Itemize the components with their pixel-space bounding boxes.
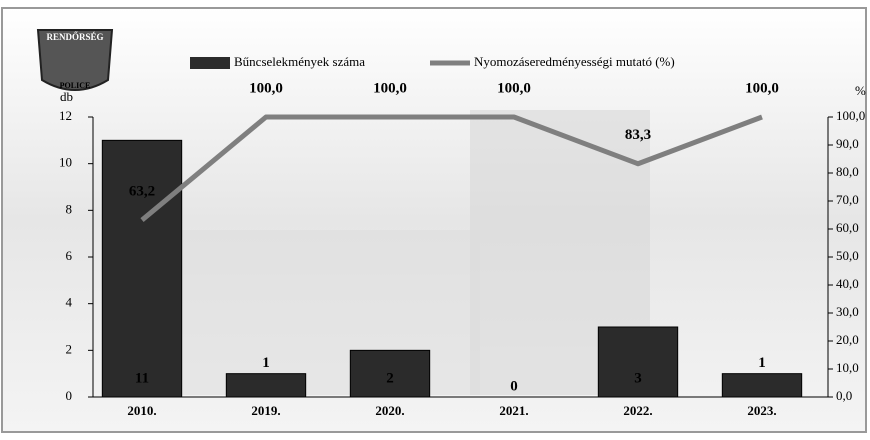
y2-tick-label: 100,0 bbox=[836, 108, 865, 123]
background-building bbox=[180, 230, 480, 395]
bar bbox=[597, 326, 679, 398]
bar-value-label: 1 bbox=[758, 355, 766, 371]
bar-value-label: 1 bbox=[262, 355, 270, 371]
y2-tick-label: 50,0 bbox=[836, 248, 859, 263]
logo-top: RENDŐRSÉG bbox=[46, 32, 103, 42]
y2-tick-label: 40,0 bbox=[836, 276, 859, 291]
bar-value-label: 3 bbox=[634, 370, 642, 386]
y2-tick-label: 0,0 bbox=[836, 388, 852, 403]
legend-label: Bűncselekmények száma bbox=[234, 54, 365, 69]
x-tick-label: 2019. bbox=[251, 403, 280, 418]
bar-value-label: 11 bbox=[135, 370, 149, 386]
y-tick-label: 0 bbox=[66, 388, 73, 403]
line-value-label: 100,0 bbox=[249, 80, 283, 96]
y2-tick-label: 80,0 bbox=[836, 164, 859, 179]
y-tick-label: 6 bbox=[66, 248, 73, 263]
y-tick-label: 10 bbox=[59, 155, 72, 170]
line-value-label: 63,2 bbox=[129, 183, 155, 199]
y2-tick-label: 10,0 bbox=[836, 360, 859, 375]
y2-tick-label: 20,0 bbox=[836, 332, 859, 347]
x-tick-label: 2010. bbox=[127, 403, 156, 418]
y-tick-label: 4 bbox=[66, 295, 73, 310]
y-tick-label: 12 bbox=[59, 108, 72, 123]
x-tick-label: 2023. bbox=[747, 403, 776, 418]
line-value-label: 100,0 bbox=[745, 80, 779, 96]
bar bbox=[225, 373, 307, 398]
bar bbox=[349, 349, 431, 398]
x-tick-label: 2021. bbox=[499, 403, 528, 418]
y-tick-label: 2 bbox=[66, 341, 73, 356]
y-axis-title: db bbox=[60, 89, 73, 104]
bar bbox=[101, 139, 183, 398]
y2-axis-title: % bbox=[855, 83, 866, 98]
bar-value-label: 2 bbox=[386, 370, 394, 386]
y2-tick-label: 70,0 bbox=[836, 192, 859, 207]
legend-label: Nyomozáseredményességi mutató (%) bbox=[474, 54, 675, 69]
logo: RENDŐRSÉG POLICE bbox=[36, 29, 114, 91]
line-value-label: 100,0 bbox=[497, 80, 531, 96]
bar bbox=[721, 373, 803, 398]
line-value-label: 100,0 bbox=[373, 80, 407, 96]
x-tick-label: 2022. bbox=[623, 403, 652, 418]
bar-value-label: 0 bbox=[510, 378, 518, 394]
logo-bottom: POLICE bbox=[60, 81, 91, 90]
y2-tick-label: 30,0 bbox=[836, 304, 859, 319]
line-value-label: 83,3 bbox=[625, 127, 651, 143]
legend-swatch bbox=[190, 57, 230, 69]
y2-tick-label: 90,0 bbox=[836, 136, 859, 151]
y2-tick-label: 60,0 bbox=[836, 220, 859, 235]
y-tick-label: 8 bbox=[66, 201, 73, 216]
x-tick-label: 2020. bbox=[375, 403, 404, 418]
line bbox=[140, 114, 763, 222]
